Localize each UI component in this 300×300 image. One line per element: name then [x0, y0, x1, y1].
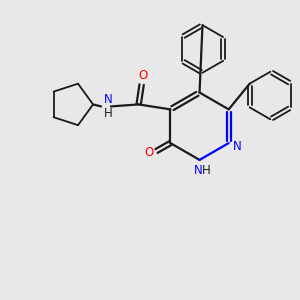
Text: N: N — [103, 93, 112, 106]
Text: O: O — [144, 146, 153, 160]
Text: H: H — [202, 164, 211, 177]
Text: O: O — [138, 69, 147, 82]
Text: N: N — [194, 164, 203, 177]
Text: H: H — [103, 107, 112, 120]
Text: N: N — [233, 140, 242, 152]
